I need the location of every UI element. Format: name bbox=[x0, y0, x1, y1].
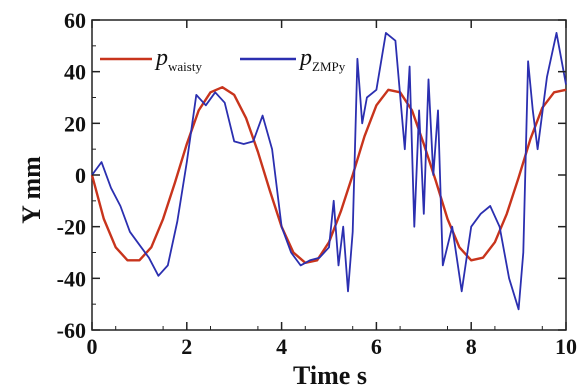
legend-symbol: p bbox=[298, 45, 312, 71]
x-tick-label: 6 bbox=[371, 334, 382, 359]
series-line-zmpy bbox=[91, 32, 567, 311]
y-tick-label: 0 bbox=[75, 163, 86, 188]
y-tick-label: 60 bbox=[64, 8, 86, 33]
y-tick-label: -20 bbox=[57, 215, 86, 240]
x-tick-label: 10 bbox=[555, 334, 577, 359]
y-axis-label: Y mm bbox=[17, 156, 46, 224]
series-layer bbox=[90, 32, 567, 311]
legend-entry: pwaisty bbox=[154, 45, 202, 74]
legend: pwaisty pZMPy bbox=[100, 45, 346, 74]
x-tick-label: 2 bbox=[181, 334, 192, 359]
x-tick-label: 0 bbox=[87, 334, 98, 359]
y-tick-label: 40 bbox=[64, 60, 86, 85]
legend-symbol: p bbox=[154, 45, 168, 71]
series-line-waisty bbox=[90, 85, 567, 264]
legend-subscript: waisty bbox=[168, 59, 202, 74]
legend-entry: pZMPy bbox=[298, 45, 346, 74]
legend-subscript: ZMPy bbox=[312, 59, 346, 74]
ticks-layer: 0 2 4 6 8 10 60 40 20 0 -20 -40 -60 bbox=[57, 8, 577, 359]
y-tick-label: -40 bbox=[57, 266, 86, 291]
y-tick-label: 20 bbox=[64, 111, 86, 136]
x-axis-label: Time s bbox=[293, 361, 367, 390]
y-tick-label: -60 bbox=[57, 318, 86, 343]
x-tick-label: 4 bbox=[276, 334, 287, 359]
x-tick-label: 8 bbox=[466, 334, 477, 359]
